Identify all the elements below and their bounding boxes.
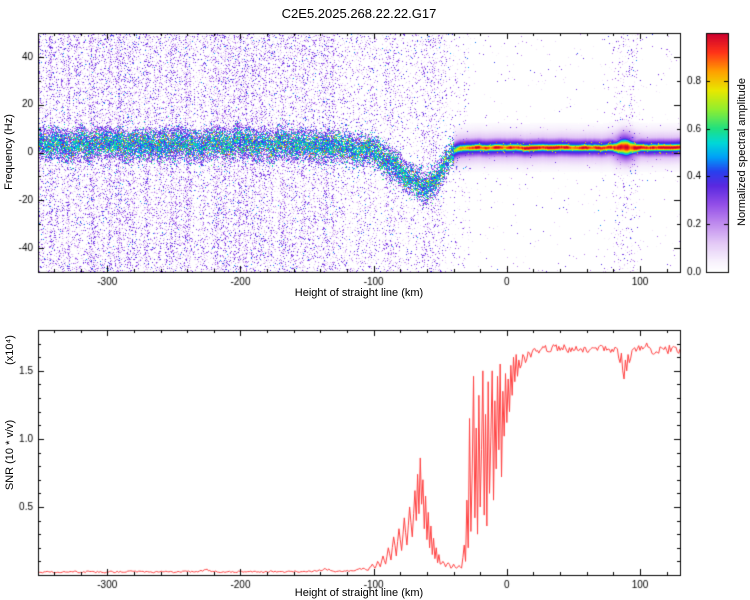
snr-x-axis-label: Height of straight line (km)	[294, 587, 424, 599]
spectrogram-x-axis-label: Height of straight line (km)	[294, 287, 424, 299]
snr-scale-label: (x10⁴)	[4, 335, 16, 365]
frequency-axis-label: Frequency (Hz)	[3, 114, 15, 190]
spectrogram-canvas	[0, 0, 750, 300]
colorbar-label: Normalized spectral amplitude	[736, 78, 748, 226]
snr-canvas	[0, 310, 750, 600]
snr-axis-label: SNR (10 * v/v)	[4, 419, 16, 491]
